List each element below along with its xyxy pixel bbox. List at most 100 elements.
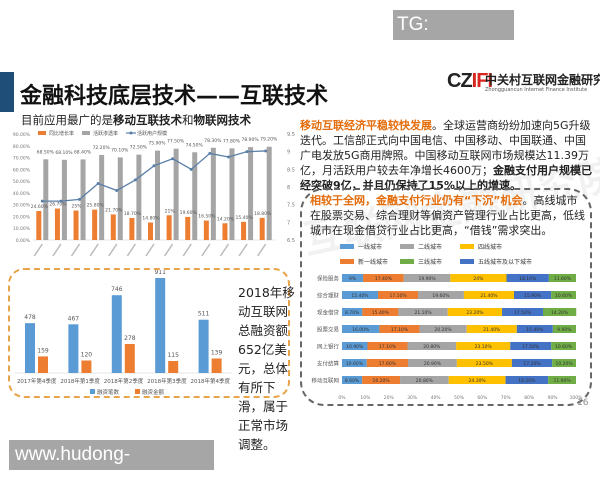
stacked-segment [378, 291, 419, 299]
segment-label: 24.30% [469, 378, 487, 384]
growth-bar [129, 217, 135, 240]
growth-label: 16.50% [198, 214, 216, 220]
segment-label: 11.60% [554, 276, 572, 282]
growth-label: 14.80% [142, 216, 160, 222]
growth-label: 19.60% [180, 210, 198, 216]
segment-label: 21.40% [480, 293, 498, 299]
logo-name-cn: 中关村互联网金融研究院 [485, 73, 600, 87]
stacked-segment [505, 376, 549, 384]
segment-label: 16.20% [372, 378, 390, 384]
stacked-segment [513, 291, 552, 299]
segment-label: 9% [349, 276, 357, 282]
penetration-label: 72.20% [93, 145, 111, 151]
x-axis-tick-label [219, 243, 230, 257]
city-tier-paragraph: 相较于全网，金融支付行业仍有“下沉”机会。高线城市在股票交易、综合理财等偏资产管… [310, 193, 588, 238]
legend-label: 五线城市及以下城市 [478, 258, 532, 266]
segment-label: 20.20% [435, 327, 453, 333]
legend-label: 活跃渗透率 [93, 130, 118, 137]
segment-label: 8.60% [345, 378, 360, 384]
stacked-segment [552, 325, 576, 333]
segment-label: 15.90% [524, 293, 542, 299]
left-axis-tick: 0.00% [16, 238, 31, 244]
x-axis-tick: 80% [524, 395, 535, 401]
legend-swatch [400, 259, 414, 264]
segment-label: 17.50% [522, 344, 540, 350]
left-axis-tick: 40.00% [13, 191, 31, 197]
penetration-bar [136, 154, 142, 240]
x-axis-tick: 40% [431, 395, 442, 401]
mobile-internet-paragraph: 移动互联经济平稳较快发展。全球运营商纷纷加速向5G升级迭代。工信部正式向中国电信… [300, 118, 592, 193]
stacked-segment [548, 274, 576, 282]
penetration-bar [266, 146, 272, 240]
penetration-label: 68.50% [37, 149, 55, 155]
stacked-segment [407, 359, 457, 367]
x-axis-tick: 50% [454, 395, 465, 401]
logo-mark: CZIFI [447, 70, 493, 92]
active-users-point [245, 150, 249, 154]
stacked-segment [551, 342, 576, 350]
stacked-segment [466, 325, 517, 333]
penetration-bar [192, 152, 198, 240]
segment-label: 21.40% [483, 327, 501, 333]
bar-value-label: 511 [198, 311, 210, 318]
category-label: 移动互联网 [311, 377, 339, 385]
bar-value-label: 139 [211, 350, 223, 357]
penetration-label: 77.50% [167, 139, 185, 145]
financing-chart: 478 159 2017年第4季度 467 120 2018年第1季度 746 278 2018… [15, 270, 232, 396]
right-axis-tick: 7.5 [287, 203, 295, 209]
paragraph-highlight: 移动互联经济平稳较快发展 [300, 119, 432, 132]
right-axis-tick: 9 [287, 150, 290, 156]
penetration-label: 79.20% [260, 137, 278, 143]
penetration-label: 72.50% [130, 145, 148, 151]
growth-label: 21% [165, 208, 176, 214]
x-axis-label: 2018年第2季度 [104, 377, 144, 385]
left-axis-tick: 60.00% [13, 167, 31, 173]
bar-value-label: 746 [111, 286, 123, 293]
segment-label: 14.20% [551, 310, 569, 316]
amount-bar [168, 361, 179, 373]
penetration-label: 68.40% [74, 149, 92, 155]
amount-bar [211, 358, 222, 373]
left-axis-tick: 80.00% [13, 144, 31, 150]
x-axis-tick: 30% [407, 395, 418, 401]
segment-label: 23.50% [476, 361, 494, 367]
left-axis-tick: 70.00% [13, 156, 31, 162]
stacked-segment [363, 274, 404, 282]
growth-bar [148, 222, 153, 240]
growth-label: 26.70% [49, 202, 67, 208]
stacked-segment [398, 308, 448, 316]
bar-value-label: 478 [24, 314, 36, 321]
stacked-segment [502, 308, 544, 316]
segment-label: 17.20% [523, 361, 541, 367]
category-label: 现金借贷 [317, 309, 340, 317]
growth-label: 18.70% [124, 211, 142, 217]
legend-swatch [135, 389, 140, 394]
penetration-bar [210, 147, 216, 240]
penetration-label: 70.10% [111, 147, 129, 153]
segment-label: 10.60% [346, 361, 364, 367]
active-users-point [59, 199, 63, 203]
growth-bar [203, 220, 209, 240]
penetration-label: 78.30% [204, 138, 222, 144]
logo-name-en: Zhongguancun Internet Finance Institute [485, 87, 588, 93]
x-axis-tick-label [182, 243, 192, 257]
penetration-bar [155, 150, 160, 240]
x-axis-tick-label [52, 243, 62, 257]
category-label: 支付结算 [317, 360, 340, 368]
penetration-bar [43, 159, 49, 240]
stacked-segment [342, 359, 367, 367]
active-users-point [152, 164, 156, 168]
legend-swatch [129, 131, 133, 135]
stacked-segment [403, 274, 451, 282]
legend-label: 融资金额 [142, 388, 165, 396]
legend-label: 同比增长率 [49, 130, 74, 137]
left-axis-tick: 20.00% [13, 214, 31, 220]
stacked-segment [551, 291, 576, 299]
segment-label: 10.60% [555, 344, 573, 350]
financing-box [8, 268, 290, 398]
count-bar [155, 278, 166, 373]
segment-label: 15.40% [351, 293, 369, 299]
x-axis-label: 2018年第3季度 [147, 377, 187, 385]
growth-bar [241, 221, 247, 240]
bar-value-label: 159 [37, 347, 49, 354]
